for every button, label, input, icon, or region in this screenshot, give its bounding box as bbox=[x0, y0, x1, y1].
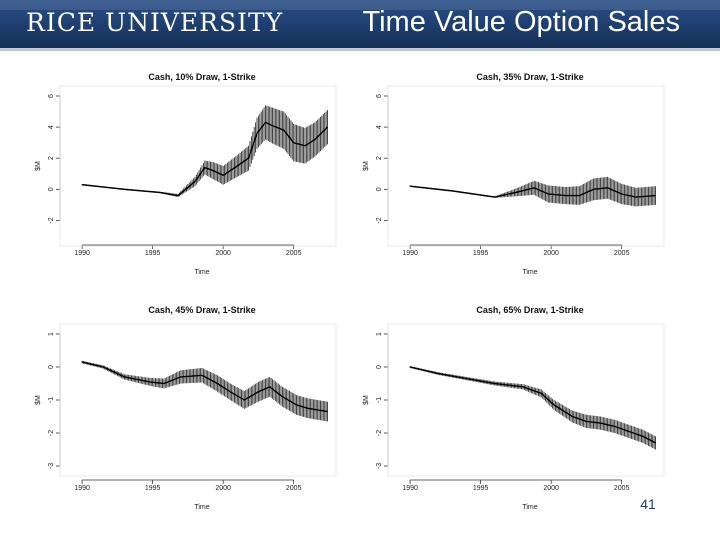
y-tick-label: 2 bbox=[376, 156, 383, 160]
x-tick-label: 2000 bbox=[215, 485, 231, 492]
slide-title: Time Value Option Sales bbox=[362, 6, 680, 38]
series-central bbox=[81, 105, 328, 198]
y-tick-label: 4 bbox=[48, 125, 55, 129]
y-tick-label: -3 bbox=[376, 463, 383, 469]
plot-frame bbox=[387, 85, 665, 247]
rice-logo: RICE UNIVERSITY bbox=[26, 8, 284, 37]
series-central bbox=[81, 360, 328, 422]
y-tick-label: -2 bbox=[376, 217, 383, 223]
y-tick-label: 1 bbox=[376, 332, 383, 336]
y-axis-label: $M bbox=[363, 161, 370, 171]
y-tick-label: 2 bbox=[48, 156, 55, 160]
x-tick-label: 1990 bbox=[74, 250, 90, 257]
x-tick-label: 1995 bbox=[473, 485, 489, 492]
x-tick-label: 1995 bbox=[145, 250, 161, 257]
central-line bbox=[82, 121, 328, 197]
y-tick-label: 0 bbox=[376, 365, 383, 369]
y-axis-label: $M bbox=[35, 161, 42, 171]
series-central bbox=[409, 176, 656, 207]
x-tick-label: 2000 bbox=[215, 250, 231, 257]
y-tick-label: -2 bbox=[48, 430, 55, 436]
x-tick-label: 2005 bbox=[614, 250, 630, 257]
plot-frame bbox=[387, 323, 665, 477]
x-tick-label: 1990 bbox=[402, 250, 418, 257]
y-tick-label: 0 bbox=[48, 365, 55, 369]
plot-frame bbox=[59, 85, 337, 247]
series-central bbox=[409, 366, 656, 450]
y-tick-label: 4 bbox=[376, 125, 383, 129]
x-tick-label: 2005 bbox=[614, 485, 630, 492]
central-line bbox=[409, 366, 656, 444]
plot-frame bbox=[59, 323, 337, 477]
y-tick-label: 6 bbox=[376, 94, 383, 98]
y-tick-label: -1 bbox=[48, 397, 55, 403]
chart-title: Cash, 65% Draw, 1-Strike bbox=[476, 305, 583, 315]
x-tick-label: 2005 bbox=[286, 485, 302, 492]
x-axis-label: Time bbox=[522, 504, 537, 511]
x-tick-label: 1995 bbox=[145, 485, 161, 492]
x-axis-label: Time bbox=[194, 504, 209, 511]
x-tick-label: 1990 bbox=[74, 485, 90, 492]
y-axis-label: $M bbox=[363, 395, 370, 405]
y-tick-label: -3 bbox=[48, 463, 55, 469]
x-tick-label: 2000 bbox=[543, 485, 559, 492]
chart-c35: Cash, 35% Draw, 1-Strike 1990 1995 2000 2005… bbox=[363, 72, 665, 276]
y-tick-label: 0 bbox=[48, 187, 55, 191]
chart-c10: Cash, 10% Draw, 1-Strike 1990 1995 2000 2005… bbox=[35, 72, 337, 276]
x-axis-label: Time bbox=[194, 269, 209, 276]
y-tick-label: -2 bbox=[376, 430, 383, 436]
x-tick-label: 1990 bbox=[402, 485, 418, 492]
chart-title: Cash, 35% Draw, 1-Strike bbox=[476, 72, 583, 82]
y-tick-label: 1 bbox=[48, 332, 55, 336]
page-number: 41 bbox=[640, 496, 656, 512]
central-line bbox=[410, 185, 656, 198]
x-axis-label: Time bbox=[522, 269, 537, 276]
chart-title: Cash, 45% Draw, 1-Strike bbox=[148, 305, 255, 315]
x-tick-label: 2005 bbox=[286, 250, 302, 257]
y-tick-label: -1 bbox=[376, 397, 383, 403]
y-axis-label: $M bbox=[35, 395, 42, 405]
x-tick-label: 2000 bbox=[543, 250, 559, 257]
chart-title: Cash, 10% Draw, 1-Strike bbox=[148, 72, 255, 82]
y-tick-label: -2 bbox=[48, 217, 55, 223]
y-tick-label: 0 bbox=[376, 187, 383, 191]
header-divider bbox=[0, 48, 720, 51]
header-bar: RICE UNIVERSITY Time Value Option Sales bbox=[0, 0, 720, 48]
y-tick-label: 6 bbox=[48, 94, 55, 98]
header-shine bbox=[0, 0, 720, 10]
chart-c45: Cash, 45% Draw, 1-Strike 1990 1995 2000 2005… bbox=[35, 305, 337, 511]
chart-c65: Cash, 65% Draw, 1-Strike 1990 1995 2000 2005… bbox=[363, 305, 665, 511]
central-line bbox=[81, 361, 328, 413]
x-tick-label: 1995 bbox=[473, 250, 489, 257]
